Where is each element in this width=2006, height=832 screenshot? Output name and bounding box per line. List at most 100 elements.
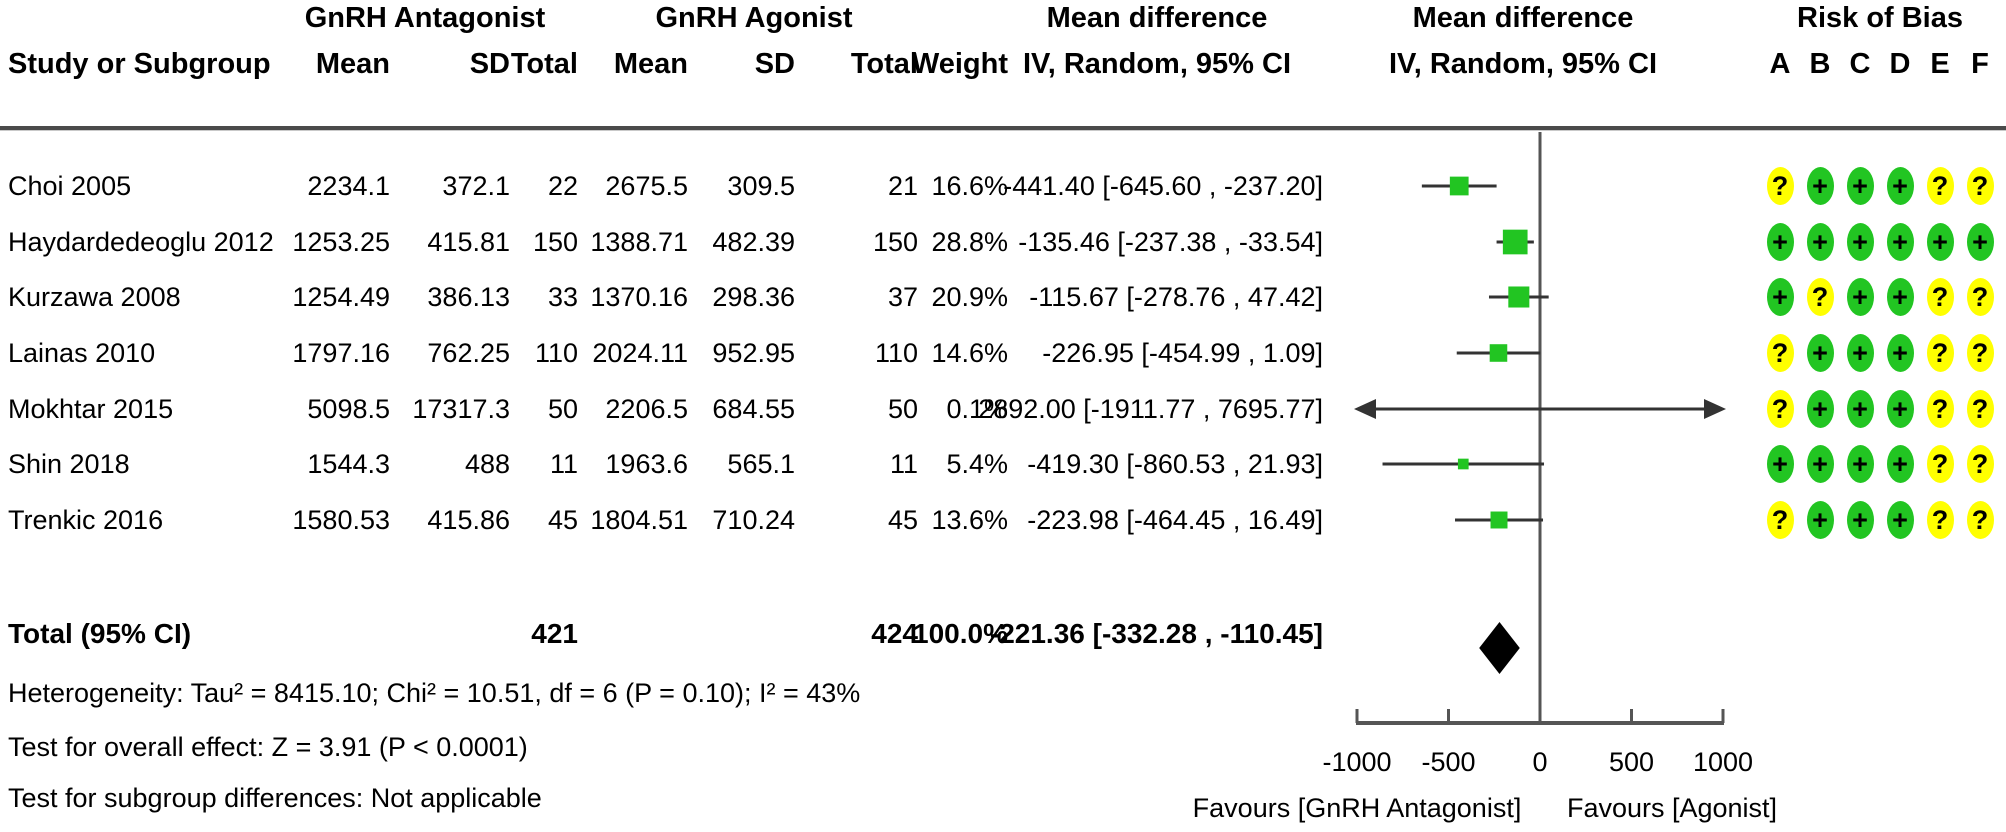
antagonist-sd: 17317.3 — [412, 394, 510, 424]
agonist-mean: 2206.5 — [605, 394, 688, 424]
agonist-total: 37 — [887, 282, 918, 312]
favours-left-label: Favours [GnRH Antagonist] — [1193, 793, 1522, 823]
study-column-header: Study or Subgroup — [8, 48, 271, 80]
agonist-sd: 298.36 — [712, 282, 795, 312]
axis-tick-label: 1000 — [1693, 747, 1753, 777]
agonist-mean: 1388.71 — [590, 227, 688, 257]
sd1-header: SD — [469, 48, 510, 80]
group2-header: GnRH Agonist — [655, 2, 853, 34]
agonist-sd: 952.95 — [712, 338, 795, 368]
antagonist-mean: 5098.5 — [307, 394, 390, 424]
antagonist-total: 11 — [549, 449, 578, 479]
antagonist-sd: 386.13 — [427, 282, 510, 312]
rob-low-risk-icon: + — [1846, 167, 1874, 205]
rob-low-risk-icon: + — [1886, 223, 1914, 261]
agonist-sd: 710.24 — [712, 505, 795, 535]
effect-square — [1449, 176, 1469, 196]
rob-unclear-risk-icon: ? — [1926, 167, 1954, 205]
sd2-header: SD — [754, 48, 795, 80]
total-row: Total (95% CI) 421 424 100.0% -221.36 [-332.… — [0, 614, 2006, 654]
md-plot-column-subtitle: IV, Random, 95% CI — [1388, 48, 1658, 80]
agonist-total: 150 — [872, 227, 918, 257]
agonist-mean: 1804.51 — [590, 505, 688, 535]
total1-header: Total — [510, 48, 578, 80]
md-text-column-subtitle: IV, Random, 95% CI — [1022, 48, 1292, 80]
weight-value: 14.6% — [931, 338, 1008, 368]
md-ci-text: -115.67 [-278.76 , 47.42] — [1029, 282, 1323, 312]
effect-square — [1457, 458, 1469, 470]
study-name: Shin 2018 — [8, 449, 130, 479]
study-row: Lainas 2010 1797.16 762.25 110 2024.11 952.95… — [0, 333, 2006, 373]
rob-low-risk-icon: + — [1966, 223, 1994, 261]
antagonist-sd: 415.86 — [427, 505, 510, 535]
rob-low-risk-icon: + — [1886, 278, 1914, 316]
rob-low-risk-icon: + — [1886, 334, 1914, 372]
rob-low-risk-icon: + — [1806, 501, 1834, 539]
rob-low-risk-icon: + — [1766, 223, 1794, 261]
antagonist-mean: 1544.3 — [307, 449, 390, 479]
antagonist-mean: 1580.53 — [292, 505, 390, 535]
rob-unclear-risk-icon: ? — [1966, 167, 1994, 205]
antagonist-sd: 415.81 — [427, 227, 510, 257]
effect-square — [1490, 511, 1508, 529]
study-name: Lainas 2010 — [8, 338, 156, 368]
weight-value: 5.4% — [946, 449, 1008, 479]
total-agonist-n: 424 — [871, 618, 918, 649]
weight-value: 13.6% — [931, 505, 1008, 535]
arrow-right-cap — [1704, 399, 1726, 419]
antagonist-total: 110 — [534, 338, 578, 368]
axis-tick-label: 0 — [1532, 747, 1547, 777]
axis-tick-label: -500 — [1421, 747, 1475, 777]
agonist-total: 110 — [874, 338, 918, 368]
antagonist-total: 45 — [547, 505, 578, 535]
md-text-column-title: Mean difference — [1046, 2, 1268, 34]
study-name: Trenkic 2016 — [8, 505, 164, 535]
effect-square — [1489, 344, 1508, 362]
rob-low-risk-icon: + — [1846, 278, 1874, 316]
subgroup-test-text: Test for subgroup differences: Not appli… — [8, 783, 542, 813]
weight-header: Weight — [911, 48, 1008, 80]
antagonist-total: 50 — [547, 394, 578, 424]
study-name: Haydardedeoglu 2012 — [8, 227, 274, 257]
rob-unclear-risk-icon: ? — [1926, 390, 1954, 428]
rob-domain-letter: A — [1769, 48, 1791, 80]
md-ci-text: -226.95 [-454.99 , 1.09] — [1042, 338, 1323, 368]
rob-low-risk-icon: + — [1846, 390, 1874, 428]
total-weight: 100.0% — [913, 618, 1008, 649]
rob-low-risk-icon: + — [1926, 223, 1954, 261]
md-ci-text: -223.98 [-464.45 , 16.49] — [1027, 505, 1323, 535]
md-plot-column-title: Mean difference — [1412, 2, 1634, 34]
total-antagonist-n: 421 — [531, 618, 578, 649]
agonist-sd: 309.5 — [727, 171, 795, 201]
agonist-total: 11 — [889, 449, 918, 479]
study-name: Mokhtar 2015 — [8, 394, 174, 424]
mean2-header: Mean — [613, 48, 688, 80]
rob-low-risk-icon: + — [1846, 501, 1874, 539]
rob-unclear-risk-icon: ? — [1926, 501, 1954, 539]
antagonist-sd: 488 — [464, 449, 510, 479]
rob-unclear-risk-icon: ? — [1766, 390, 1794, 428]
md-ci-text: -419.30 [-860.53 , 21.93] — [1027, 449, 1323, 479]
agonist-total: 45 — [887, 505, 918, 535]
rob-low-risk-icon: + — [1846, 445, 1874, 483]
agonist-sd: 684.55 — [712, 394, 795, 424]
rob-low-risk-icon: + — [1766, 445, 1794, 483]
antagonist-mean: 1254.49 — [292, 282, 390, 312]
overall-effect-text: Test for overall effect: Z = 3.91 (P < 0… — [8, 732, 528, 762]
agonist-total: 21 — [887, 171, 918, 201]
rob-domain-letter: E — [1930, 48, 1950, 80]
weight-value: 16.6% — [931, 171, 1008, 201]
rob-unclear-risk-icon: ? — [1926, 445, 1954, 483]
agonist-mean: 1370.16 — [590, 282, 688, 312]
antagonist-mean: 1253.25 — [292, 227, 390, 257]
rob-unclear-risk-icon: ? — [1766, 167, 1794, 205]
rob-low-risk-icon: + — [1806, 390, 1834, 428]
study-name: Choi 2005 — [8, 171, 132, 201]
agonist-mean: 1963.6 — [605, 449, 688, 479]
arrow-left-cap — [1354, 399, 1376, 419]
rob-unclear-risk-icon: ? — [1966, 278, 1994, 316]
header-separator-line — [0, 126, 2006, 131]
total-label: Total (95% CI) — [8, 618, 192, 649]
total-md-ci-text: -221.36 [-332.28 , -110.45] — [989, 618, 1323, 649]
